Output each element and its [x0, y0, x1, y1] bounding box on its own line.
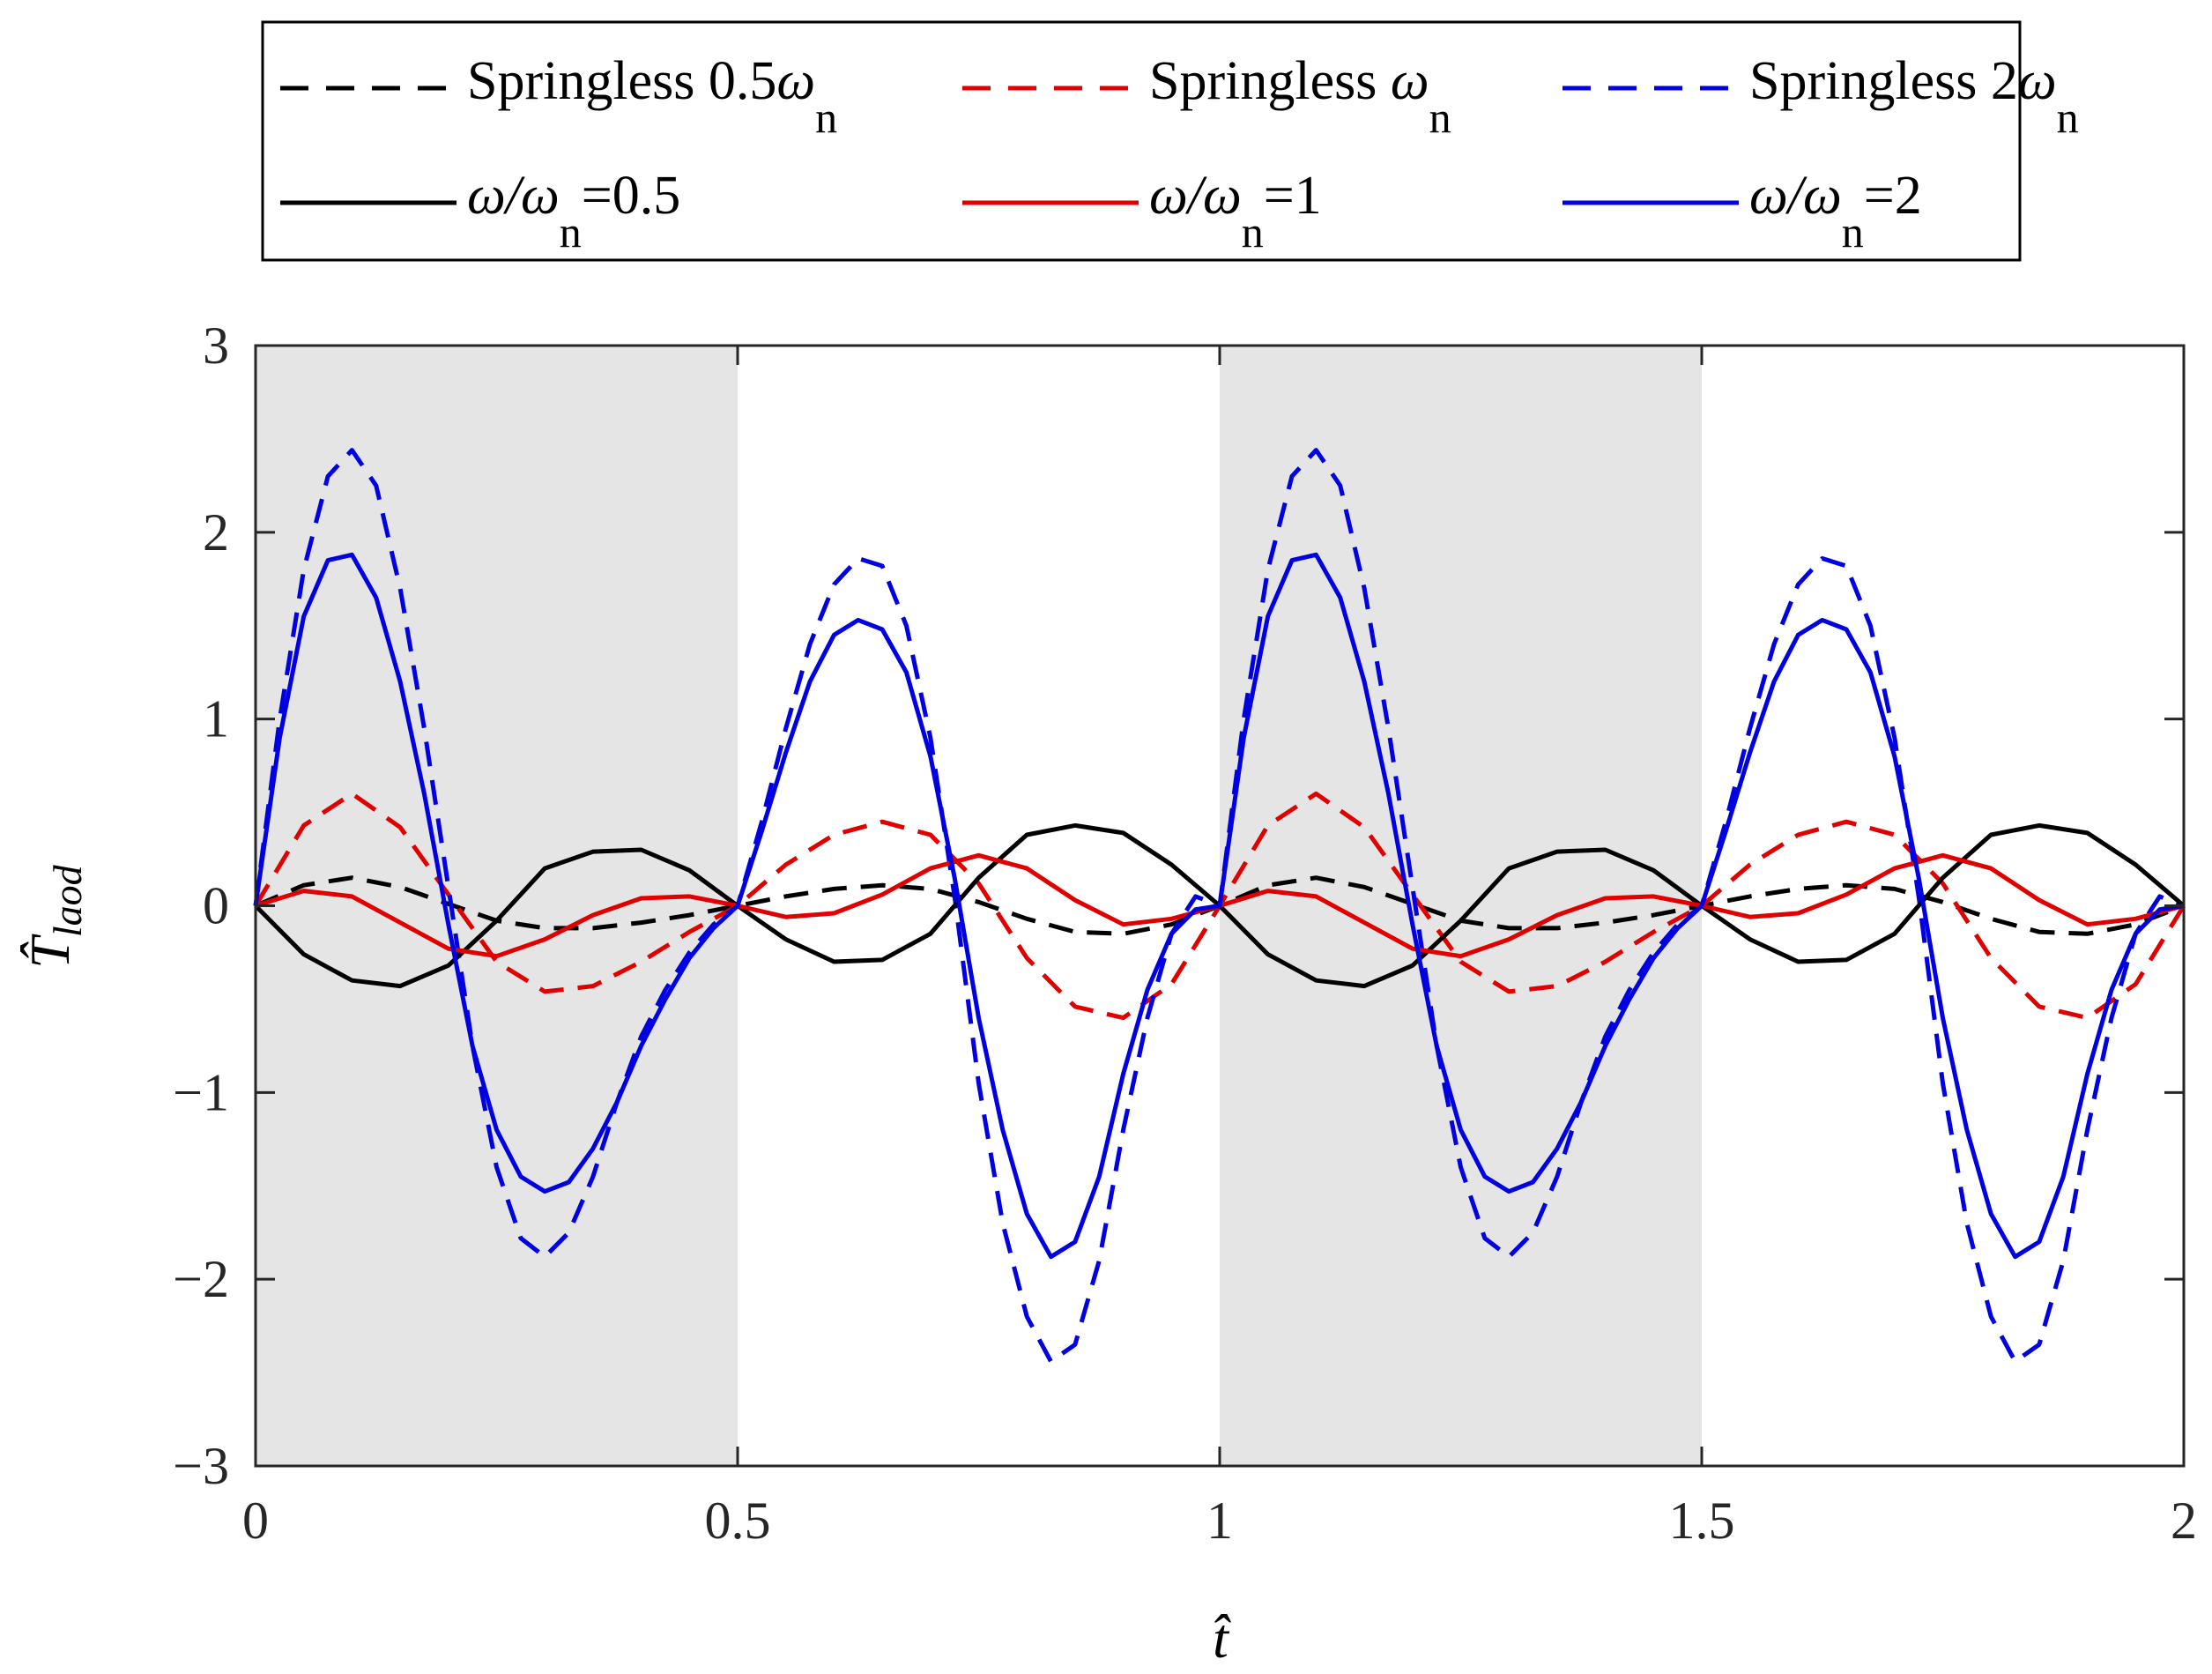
- y-tick-label: −2: [173, 1250, 229, 1308]
- y-tick-label: −3: [173, 1437, 229, 1495]
- legend-entry-4: ω/ωn=1: [962, 166, 1322, 257]
- tick-labels: 0 0.5 1 1.5 2 −3 −2 −1 0 1 2 3: [173, 316, 2197, 1550]
- x-axis-label: t̂: [1213, 1607, 1231, 1670]
- shaded-region-0: [256, 346, 738, 1466]
- series-line-5: [253, 552, 2185, 1260]
- legend-label: Springless 0.5ωn: [467, 51, 837, 142]
- legend-entry-5: ω/ωn=2: [1563, 166, 1922, 257]
- svg-text:T̂laod: T̂laod: [19, 864, 90, 968]
- y-axis-label: T̂laod: [19, 864, 90, 968]
- legend-entry-0: Springless 0.5ωn: [280, 51, 837, 142]
- legend-box: [261, 20, 2022, 262]
- legend-entry-1: Springless ωn: [962, 51, 1451, 142]
- legend-label: ω/ωn=0.5: [467, 166, 680, 257]
- x-tick-label: 0: [242, 1492, 269, 1550]
- legend-entry-3: ω/ωn=0.5: [280, 166, 680, 257]
- y-tick-label: 2: [203, 503, 229, 562]
- x-tick-label: 1: [1206, 1492, 1233, 1550]
- legend-label: ω/ωn=1: [1149, 166, 1322, 257]
- axes: [254, 344, 2186, 1468]
- legend-label: ω/ωn=2: [1749, 166, 1922, 257]
- y-axis-label-main: T̂: [19, 934, 81, 969]
- x-tick-label: 2: [2171, 1492, 2197, 1550]
- shaded-region-1: [1220, 346, 1702, 1466]
- legend: Springless 0.5ωn Springless ωn Springless …: [261, 20, 2079, 262]
- x-tick-label: 1.5: [1669, 1492, 1735, 1550]
- legend-label: Springless 2ωn: [1749, 51, 2079, 142]
- legend-label: Springless ωn: [1149, 51, 1451, 142]
- y-axis-label-sub: laod: [45, 864, 90, 937]
- x-tick-label: 0.5: [705, 1492, 771, 1550]
- series-lines: [253, 448, 2186, 1364]
- y-tick-label: 1: [203, 690, 229, 748]
- legend-entry-2: Springless 2ωn: [1563, 51, 2079, 142]
- shaded-regions: [256, 346, 1702, 1466]
- y-tick-label: 3: [203, 316, 229, 375]
- y-tick-label: −1: [173, 1063, 229, 1121]
- y-tick-label: 0: [203, 877, 229, 935]
